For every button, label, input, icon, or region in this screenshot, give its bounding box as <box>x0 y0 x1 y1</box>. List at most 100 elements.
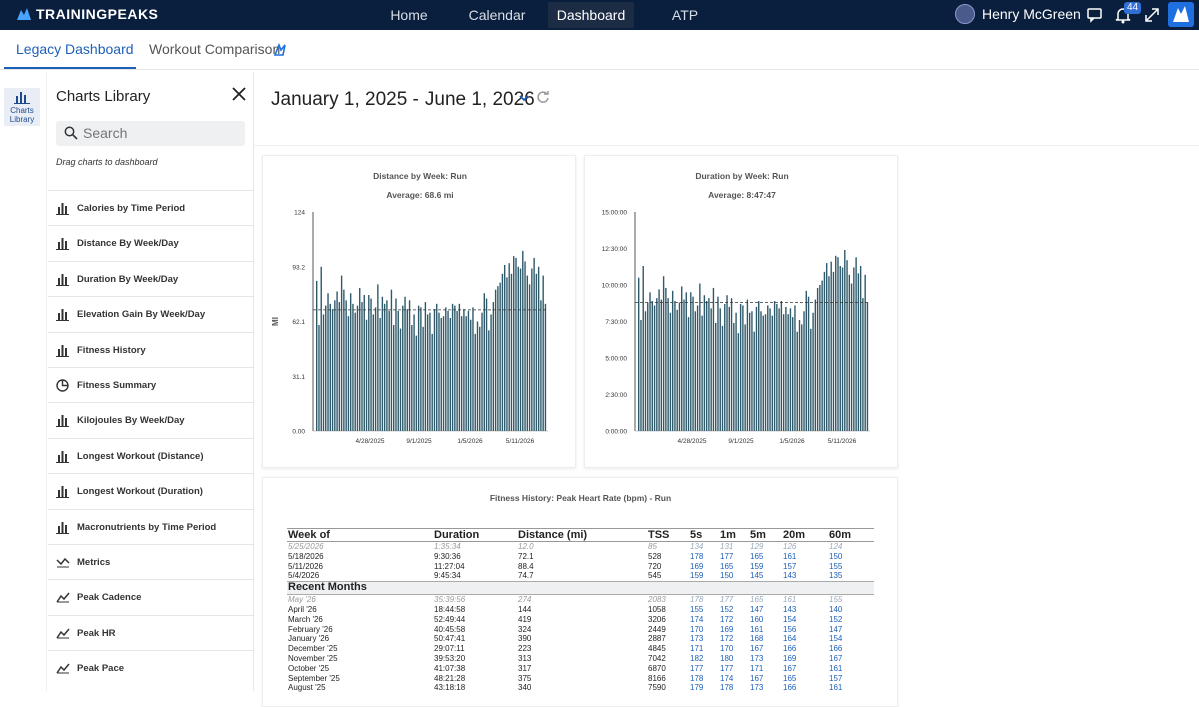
bar[interactable] <box>481 312 483 431</box>
cell-peak-hr[interactable]: 154 <box>783 614 797 624</box>
bar[interactable] <box>857 273 860 431</box>
bar[interactable] <box>456 310 458 431</box>
bar[interactable] <box>678 302 681 431</box>
bar[interactable] <box>859 266 862 431</box>
bar[interactable] <box>540 300 542 431</box>
bar[interactable] <box>638 277 640 431</box>
bar[interactable] <box>760 311 762 431</box>
date-range-selector[interactable]: January 1, 2025 - June 1, 2026 <box>271 89 535 111</box>
bar[interactable] <box>406 309 408 431</box>
bar[interactable] <box>773 301 776 431</box>
bar[interactable] <box>472 307 474 431</box>
cell-peak-hr[interactable]: 177 <box>720 595 734 605</box>
library-item[interactable]: Peak HR <box>48 614 254 650</box>
bar[interactable] <box>404 296 406 431</box>
bar[interactable] <box>343 289 345 431</box>
bar[interactable] <box>733 322 735 431</box>
cell-peak-hr[interactable]: 145 <box>750 571 764 581</box>
bar[interactable] <box>692 296 694 431</box>
library-item[interactable]: Elevation Gain By Week/Day <box>48 296 254 331</box>
cell-peak-hr[interactable]: 147 <box>750 604 764 614</box>
cell-peak-hr[interactable]: 134 <box>690 542 704 551</box>
bar[interactable] <box>494 289 497 431</box>
bar[interactable] <box>753 331 755 431</box>
bar[interactable] <box>758 301 760 431</box>
bar[interactable] <box>374 307 377 431</box>
cell-peak-hr[interactable]: 159 <box>750 561 764 571</box>
bar[interactable] <box>383 303 386 431</box>
bar[interactable] <box>544 303 547 431</box>
bar[interactable] <box>746 299 749 431</box>
bar[interactable] <box>785 306 787 431</box>
bar[interactable] <box>370 298 372 431</box>
bar[interactable] <box>853 267 855 431</box>
cell-peak-hr[interactable]: 143 <box>783 604 797 614</box>
messages-icon[interactable] <box>1085 5 1105 25</box>
cell-peak-hr[interactable]: 173 <box>750 683 764 693</box>
cell-peak-hr[interactable]: 166 <box>783 683 797 693</box>
bar[interactable] <box>347 316 350 431</box>
cell-peak-hr[interactable]: 172 <box>720 614 734 624</box>
cell-peak-hr[interactable]: 150 <box>829 551 843 561</box>
bar[interactable] <box>445 307 447 431</box>
bar[interactable] <box>485 298 488 431</box>
bar[interactable] <box>365 319 368 431</box>
bar[interactable] <box>533 257 535 431</box>
bar[interactable] <box>429 312 431 431</box>
cell-peak-hr[interactable]: 177 <box>690 663 704 673</box>
bar[interactable] <box>701 315 703 431</box>
bar[interactable] <box>674 301 676 431</box>
bar[interactable] <box>764 314 767 431</box>
bar[interactable] <box>739 303 742 431</box>
bar[interactable] <box>329 303 331 431</box>
cell-peak-hr[interactable]: 166 <box>829 644 843 654</box>
bar[interactable] <box>316 280 318 431</box>
bar[interactable] <box>662 276 665 431</box>
bar[interactable] <box>526 275 529 431</box>
bar[interactable] <box>361 302 363 431</box>
bar[interactable] <box>377 284 379 431</box>
cell-peak-hr[interactable]: 169 <box>720 624 734 634</box>
bar[interactable] <box>322 314 325 431</box>
bar[interactable] <box>368 295 370 431</box>
bar[interactable] <box>735 312 737 431</box>
cell-peak-hr[interactable]: 165 <box>720 561 734 571</box>
bar[interactable] <box>499 282 501 431</box>
bar[interactable] <box>393 325 395 431</box>
bar[interactable] <box>327 293 329 431</box>
bar[interactable] <box>537 266 540 431</box>
bar[interactable] <box>408 300 411 431</box>
bar[interactable] <box>835 255 837 431</box>
cell-peak-hr[interactable]: 140 <box>829 604 843 614</box>
bar[interactable] <box>796 331 798 431</box>
bar[interactable] <box>839 266 841 431</box>
bar[interactable] <box>660 299 663 431</box>
bar[interactable] <box>821 280 823 431</box>
bar[interactable] <box>388 310 390 431</box>
bar[interactable] <box>390 289 393 431</box>
cell-peak-hr[interactable]: 167 <box>750 673 764 683</box>
bar[interactable] <box>776 303 778 431</box>
cell-peak-hr[interactable]: 173 <box>750 653 764 663</box>
bar[interactable] <box>501 273 504 431</box>
cell-peak-hr[interactable]: 170 <box>690 624 704 634</box>
cell-peak-hr[interactable]: 167 <box>783 663 797 673</box>
chevron-down-icon[interactable] <box>518 93 530 103</box>
bar[interactable] <box>699 283 701 431</box>
bar[interactable] <box>372 314 375 431</box>
bar[interactable] <box>363 295 365 431</box>
refresh-icon[interactable] <box>536 90 550 104</box>
bar[interactable] <box>386 300 388 431</box>
bar[interactable] <box>814 299 817 431</box>
bar[interactable] <box>417 305 420 431</box>
cell-peak-hr[interactable]: 172 <box>720 634 734 644</box>
bar[interactable] <box>728 306 730 431</box>
fitness-history-card[interactable]: Fitness History: Peak Heart Rate (bpm) -… <box>262 477 898 707</box>
cell-peak-hr[interactable]: 129 <box>750 542 764 551</box>
library-item[interactable]: Peak Cadence <box>48 579 254 614</box>
bar[interactable] <box>438 312 440 431</box>
bar[interactable] <box>769 308 771 431</box>
bar[interactable] <box>782 314 785 431</box>
cell-peak-hr[interactable]: 169 <box>690 561 704 571</box>
bar[interactable] <box>458 303 461 431</box>
